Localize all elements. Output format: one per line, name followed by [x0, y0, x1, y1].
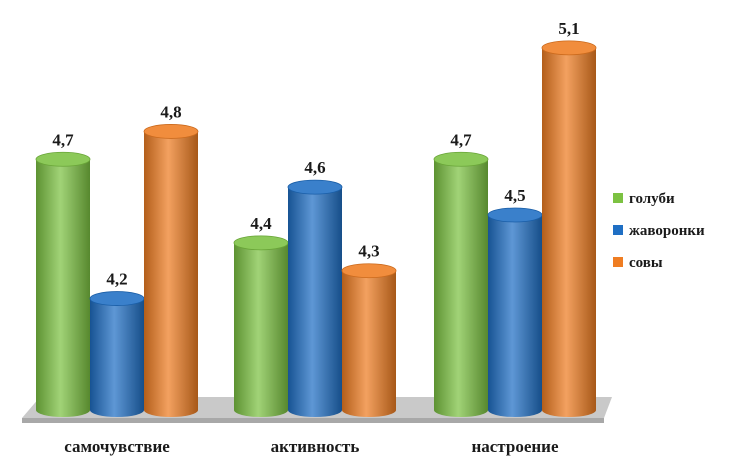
value-label-голуби-активность: 4,4 — [250, 214, 272, 233]
category-label-настроение: настроение — [471, 437, 558, 456]
bar-жаворонки-активность — [287, 179, 343, 417]
legend-label-жаворонки: жаворонки — [629, 223, 705, 239]
legend-swatch-голуби — [613, 193, 623, 203]
bar-совы-активность — [341, 263, 397, 417]
category-label-активность: активность — [271, 437, 360, 456]
value-label-жаворонки-активность: 4,6 — [304, 158, 325, 177]
value-label-совы-активность: 4,3 — [358, 242, 379, 261]
bars-group — [35, 40, 597, 418]
legend: голуби жаворонки совы — [613, 191, 705, 271]
bar-голуби-самочувствие — [35, 151, 91, 417]
value-label-совы-настроение: 5,1 — [558, 19, 579, 38]
bar-голуби-настроение — [433, 151, 489, 418]
bar-голуби-активность — [233, 235, 289, 417]
legend-swatch-совы — [613, 257, 623, 267]
value-label-голуби-самочувствие: 4,7 — [52, 130, 74, 149]
value-label-совы-самочувствие: 4,8 — [160, 102, 181, 121]
value-label-голуби-настроение: 4,7 — [450, 130, 472, 149]
value-label-жаворонки-самочувствие: 4,2 — [106, 270, 127, 289]
value-labels-group: 4,7 4,2 4,8 4,4 4,6 4,3 4,7 4,5 5,1 — [52, 19, 579, 289]
legend-item-совы: совы — [613, 255, 663, 271]
value-label-жаворонки-настроение: 4,5 — [504, 186, 525, 205]
bar-совы-настроение — [541, 40, 597, 417]
bar-жаворонки-самочувствие — [89, 291, 145, 417]
legend-swatch-жаворонки — [613, 225, 623, 235]
legend-label-совы: совы — [629, 255, 663, 271]
bar-жаворонки-настроение — [487, 207, 543, 417]
legend-label-голуби: голуби — [629, 191, 675, 207]
bar-совы-самочувствие — [143, 124, 199, 417]
legend-item-голуби: голуби — [613, 191, 675, 207]
chart-floor-edge — [22, 418, 604, 423]
category-label-самочувствие: самочувствие — [64, 437, 170, 456]
category-labels-group: самочувствие активность настроение — [64, 437, 559, 456]
legend-item-жаворонки: жаворонки — [613, 223, 705, 239]
